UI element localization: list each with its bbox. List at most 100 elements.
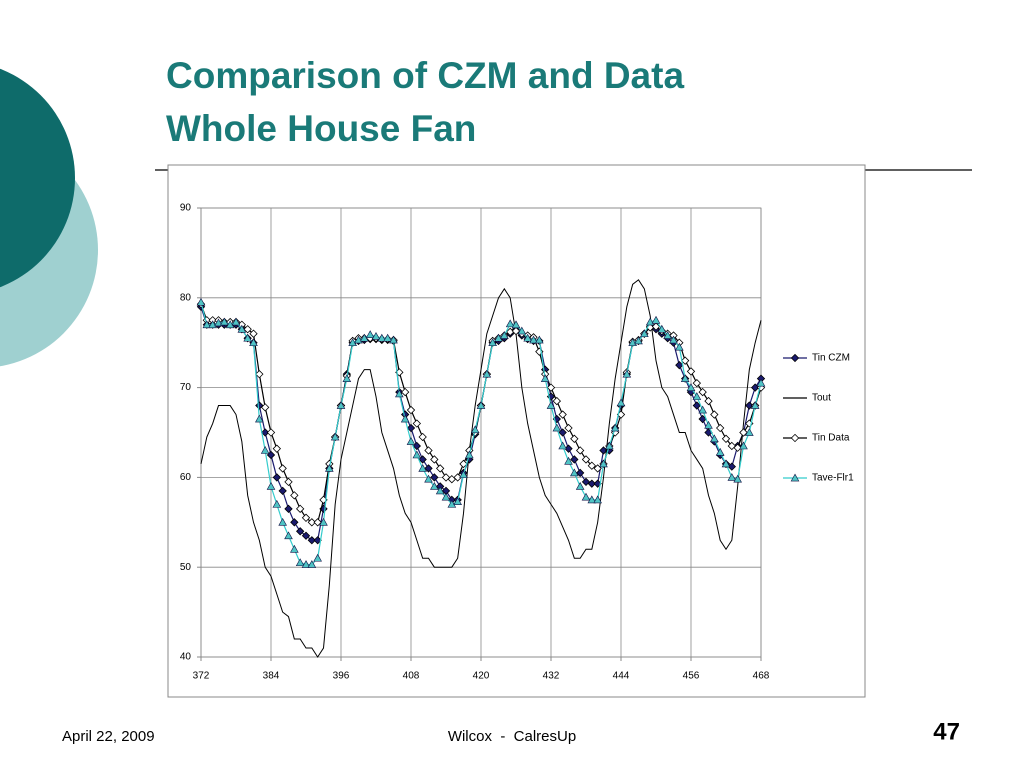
data-point: [692, 378, 701, 388]
series-line: [200, 279, 762, 658]
data-point: [255, 414, 264, 423]
data-point: [575, 481, 585, 490]
data-point: [290, 518, 299, 527]
x-tick-label: 468: [753, 671, 770, 682]
data-point: [745, 428, 754, 436]
data-point: [237, 324, 247, 333]
data-point: [220, 317, 229, 326]
data-point: [500, 331, 509, 339]
data-point: [576, 468, 585, 478]
data-point: [453, 473, 462, 482]
data-point: [546, 383, 556, 392]
data-point: [634, 336, 643, 345]
data-point: [616, 398, 626, 407]
page-number: 47: [933, 718, 960, 745]
x-tick-label: 396: [333, 671, 350, 682]
data-point: [249, 338, 258, 347]
x-tick-label: 456: [683, 671, 700, 682]
data-point: [745, 401, 754, 410]
legend-marker: [790, 353, 800, 363]
data-point: [710, 434, 719, 443]
data-point: [523, 333, 532, 342]
data-point: [278, 486, 287, 496]
data-point: [330, 432, 340, 441]
data-point: [225, 320, 235, 329]
data-point: [260, 446, 270, 454]
x-tick-label: 384: [263, 671, 280, 682]
data-point: [675, 360, 684, 370]
data-point: [261, 428, 270, 437]
data-point: [686, 383, 696, 391]
data-point: [424, 446, 433, 455]
data-point: [401, 387, 410, 397]
data-point: [675, 342, 684, 351]
data-point: [371, 331, 381, 340]
data-point: [284, 477, 293, 487]
data-point: [406, 405, 416, 415]
data-point: [581, 455, 591, 464]
data-point: [733, 474, 742, 483]
data-point: [535, 347, 544, 356]
data-point: [698, 387, 707, 397]
data-point: [698, 405, 707, 414]
data-point: [721, 434, 731, 443]
data-point: [383, 333, 392, 342]
data-point: [716, 423, 725, 433]
data-point: [278, 517, 287, 526]
data-point: [453, 497, 462, 505]
data-point: [430, 455, 439, 464]
data-point: [313, 553, 322, 562]
data-point: [202, 320, 212, 329]
data-point: [336, 401, 346, 409]
data-point: [301, 531, 311, 540]
data-point: [243, 325, 252, 334]
data-point: [727, 462, 736, 471]
data-point: [564, 444, 573, 453]
data-point: [599, 459, 608, 468]
data-point: [196, 297, 206, 306]
data-point: [733, 443, 742, 452]
plot-area: [200, 207, 762, 658]
data-point: [680, 374, 690, 382]
data-point: [435, 486, 445, 495]
slide-title: Whole House Fan: [166, 108, 476, 149]
data-point: [325, 464, 334, 472]
data-point: [552, 423, 562, 432]
data-point: [296, 527, 305, 536]
data-point: [558, 410, 567, 419]
data-point: [750, 401, 760, 409]
data-point: [715, 447, 725, 456]
data-point: [261, 403, 270, 412]
data-point: [681, 356, 690, 365]
legend-label: Tin Data: [812, 433, 850, 444]
data-point: [424, 474, 433, 483]
data-point: [295, 558, 305, 567]
x-tick-label: 444: [613, 671, 630, 682]
data-point: [307, 560, 317, 568]
legend-label: Tin CZM: [812, 353, 850, 364]
decor-circle-dark: [0, 68, 75, 288]
data-point: [570, 468, 579, 477]
data-point: [231, 317, 241, 326]
legend-marker: [790, 433, 800, 443]
data-point: [459, 459, 468, 469]
y-tick-label: 50: [180, 562, 192, 573]
data-point: [663, 331, 672, 339]
data-point: [488, 338, 497, 347]
data-point: [593, 495, 602, 504]
data-point: [640, 329, 649, 338]
data-point: [704, 396, 713, 406]
data-point: [558, 441, 567, 450]
data-point: [296, 504, 305, 513]
x-tick-label: 420: [473, 671, 490, 682]
data-point: [395, 389, 404, 398]
data-point: [436, 464, 445, 473]
y-tick-label: 70: [180, 382, 192, 393]
data-point: [424, 464, 433, 473]
data-point: [313, 518, 322, 527]
data-point: [465, 450, 474, 459]
data-point: [622, 369, 632, 378]
y-tick-label: 90: [180, 203, 192, 214]
data-point: [704, 420, 713, 429]
